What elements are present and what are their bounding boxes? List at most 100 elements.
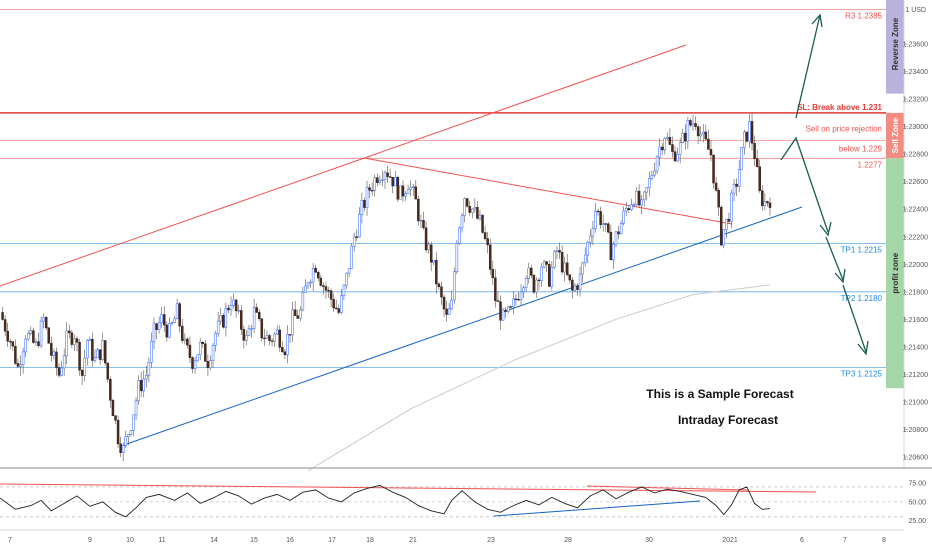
candle-body	[337, 308, 341, 313]
candle-body	[619, 222, 623, 235]
x-tick-label-8: 18	[366, 537, 374, 544]
ascending-support-trendline	[123, 206, 803, 446]
candle-body	[445, 308, 448, 315]
candle-body	[486, 238, 489, 246]
candle-body	[642, 191, 646, 201]
candle-body	[139, 380, 143, 392]
candle-body	[542, 261, 546, 268]
candle-body	[32, 330, 35, 343]
candle-body	[719, 206, 723, 246]
candle-body	[324, 286, 328, 291]
x-tick-label-13: 2021	[722, 537, 738, 544]
candle-body	[437, 283, 441, 288]
candle-body	[514, 298, 518, 300]
y-tick-label-11: 1.22800	[903, 152, 928, 159]
candle-body	[44, 317, 48, 329]
candle-body	[388, 176, 392, 178]
y-tick-label-10: 1.22600	[903, 179, 928, 186]
down-forecast-arrow	[780, 136, 869, 356]
y-tick-label-5: 1.21600	[903, 317, 928, 324]
candle-body	[535, 279, 538, 293]
candle-body	[730, 192, 733, 222]
intraday-forecast-annotation: Intraday Forecast	[678, 413, 778, 427]
candle-body	[740, 147, 744, 170]
candle-body	[211, 345, 215, 361]
candle-body	[65, 330, 68, 357]
candle-body	[468, 206, 471, 213]
candle-body	[766, 201, 769, 204]
candle-body	[545, 261, 548, 265]
level-label-7: TP3 1.2125	[841, 370, 883, 379]
candle-body	[278, 329, 282, 348]
candle-body	[191, 357, 194, 369]
candlestick-series	[1, 112, 772, 462]
candle-body	[586, 242, 590, 256]
level-label-3: below 1.229	[839, 144, 883, 153]
candle-body	[604, 223, 607, 225]
candle-body	[255, 307, 258, 313]
candle-body	[319, 277, 323, 286]
candle-body	[39, 320, 43, 347]
candle-body	[599, 211, 602, 225]
candle-body	[257, 312, 261, 319]
candle-body	[116, 419, 120, 445]
trendline-layer	[0, 44, 803, 446]
candle-body	[129, 430, 133, 435]
candle-body	[589, 235, 592, 243]
rsi-tick-label-1: 50.00	[908, 499, 926, 506]
candle-body	[609, 231, 613, 261]
x-tick-label-6: 16	[286, 537, 294, 544]
candle-body	[170, 322, 174, 324]
rsi-tick-label-0: 75.00	[908, 481, 926, 488]
candle-body	[427, 244, 430, 251]
candle-body	[62, 355, 66, 369]
candle-body	[463, 198, 466, 216]
candle-body	[532, 275, 536, 293]
candle-body	[350, 245, 353, 269]
y-tick-label-12: 1.23000	[903, 124, 928, 131]
candle-body	[55, 351, 58, 368]
candle-body	[296, 315, 299, 319]
level-label-2: Sell on price rejection	[806, 124, 882, 133]
candle-body	[265, 335, 269, 339]
candle-body	[109, 378, 112, 401]
candle-body	[668, 137, 672, 145]
candle-body	[558, 250, 561, 253]
currency-label: 1 USD	[905, 7, 926, 14]
candle-body	[519, 291, 523, 300]
candle-body	[137, 380, 140, 402]
candle-body	[432, 259, 436, 263]
candle-body	[152, 323, 156, 342]
candle-body	[471, 208, 474, 213]
candle-body	[88, 338, 92, 341]
candle-body	[214, 333, 217, 346]
candle-body	[573, 285, 577, 291]
candle-body	[637, 190, 641, 206]
candle-body	[645, 187, 649, 193]
candle-body	[617, 231, 620, 235]
candle-body	[275, 329, 279, 335]
candle-body	[132, 414, 135, 431]
x-tick-label-1: 9	[88, 537, 92, 544]
candle-body	[673, 151, 677, 162]
candle-body	[347, 268, 351, 274]
candle-body	[530, 267, 533, 276]
candle-body	[301, 292, 305, 311]
candle-body	[414, 186, 418, 200]
candle-body	[658, 146, 661, 158]
candle-body	[150, 341, 153, 363]
candle-body	[522, 287, 525, 293]
candle-body	[625, 208, 628, 212]
candle-body	[735, 183, 738, 187]
zone-box-2	[886, 158, 904, 389]
candle-body	[483, 232, 487, 239]
candle-body	[103, 340, 107, 364]
candle-body	[11, 341, 15, 347]
candle-body	[198, 341, 202, 355]
candle-body	[512, 298, 515, 307]
candle-body	[245, 335, 248, 341]
x-tick-label-12: 30	[645, 537, 653, 544]
candle-body	[517, 298, 520, 301]
candle-body	[288, 334, 292, 336]
y-tick-label-8: 1.22200	[903, 234, 928, 241]
